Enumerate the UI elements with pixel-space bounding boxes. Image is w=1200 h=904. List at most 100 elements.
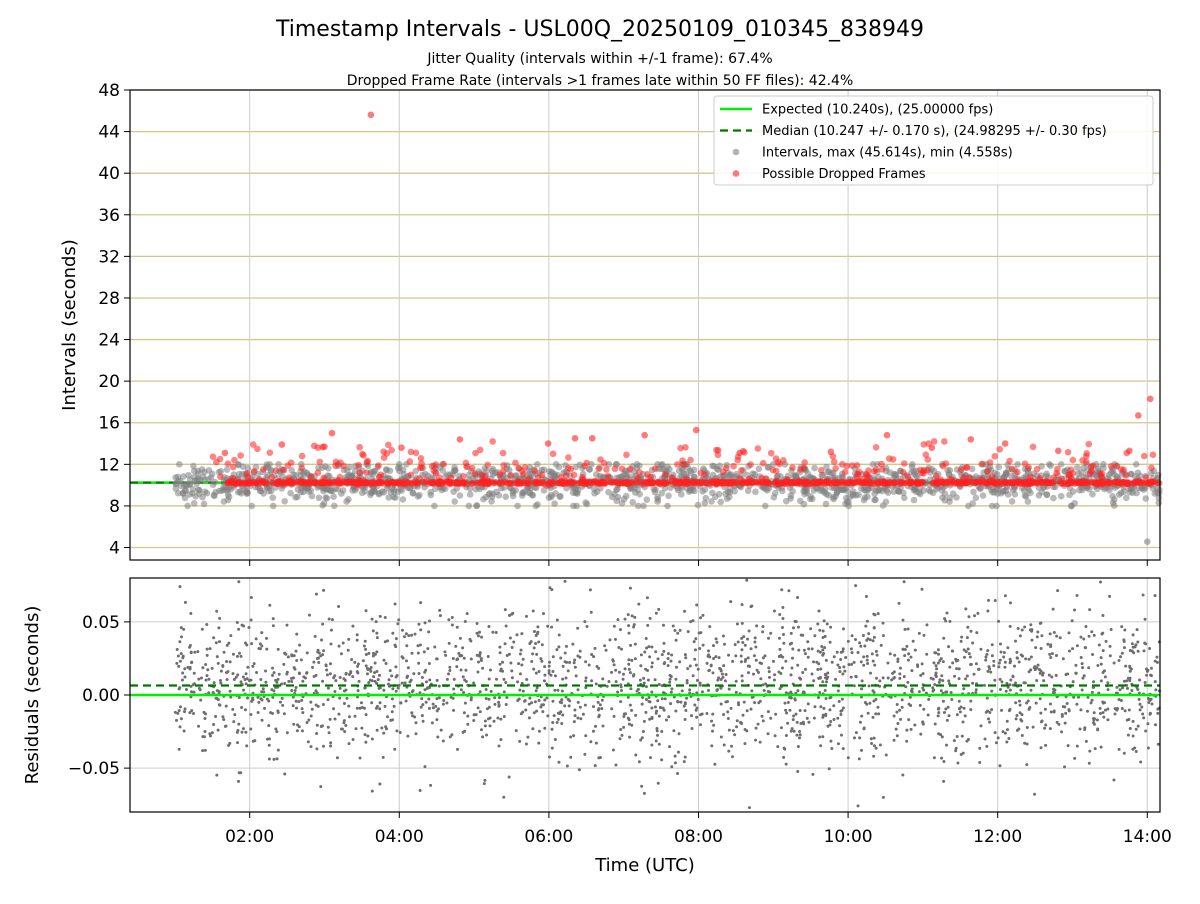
residual-point (495, 631, 498, 634)
residual-point (568, 661, 571, 664)
interval-point (702, 486, 709, 493)
residual-point (720, 703, 723, 706)
dropped-frame-point (908, 479, 915, 486)
residual-point (1096, 728, 1099, 731)
residual-point (357, 663, 360, 666)
interval-point (224, 487, 231, 494)
residual-point (1063, 765, 1066, 768)
residual-point (975, 631, 978, 634)
residual-point (873, 636, 876, 639)
residual-point (867, 712, 870, 715)
residual-point (205, 623, 208, 626)
residual-point (1084, 646, 1087, 649)
intervals-y-tick-label: 36 (98, 206, 120, 226)
dropped-frame-point (460, 473, 467, 480)
interval-point (172, 474, 179, 481)
residual-point (183, 729, 186, 732)
residual-point (950, 698, 953, 701)
residual-point (941, 679, 944, 682)
interval-point (977, 485, 984, 492)
residual-point (1106, 681, 1109, 684)
residual-point (999, 678, 1002, 681)
dropped-frame-point (407, 458, 414, 465)
residual-point (648, 655, 651, 658)
interval-point (883, 487, 890, 494)
residual-point (1004, 732, 1007, 735)
residual-point (178, 640, 181, 643)
residual-point (811, 673, 814, 676)
residual-point (628, 668, 631, 671)
dropped-frame-point (1034, 466, 1041, 473)
interval-point (939, 494, 946, 501)
interval-point (665, 493, 672, 500)
residual-point (954, 749, 957, 752)
residual-point (220, 670, 223, 673)
residual-point (295, 650, 298, 653)
dropped-frame-point (1084, 479, 1091, 486)
residual-point (528, 716, 531, 719)
residual-point (344, 724, 347, 727)
interval-point (844, 488, 851, 495)
dropped-frame-point (1099, 470, 1106, 477)
residual-point (1124, 665, 1127, 668)
residual-point (597, 756, 600, 759)
interval-point (861, 497, 868, 504)
residual-point (814, 705, 817, 708)
residual-point (211, 731, 214, 734)
dropped-frame-point (876, 480, 883, 487)
residual-point (1107, 688, 1110, 691)
dropped-frame-point (305, 479, 312, 486)
residual-point (1000, 680, 1003, 683)
interval-point (621, 496, 628, 503)
residual-point (308, 614, 311, 617)
residual-point (759, 677, 762, 680)
residual-point (1098, 644, 1101, 647)
residual-point (1106, 718, 1109, 721)
residual-point (551, 747, 554, 750)
residual-point (1027, 708, 1030, 711)
interval-point (825, 492, 832, 499)
residual-point (947, 679, 950, 682)
residual-point (759, 741, 762, 744)
dropped-frame-point (479, 472, 486, 479)
residual-point (528, 703, 531, 706)
residual-point (1147, 697, 1150, 700)
residual-point (515, 633, 518, 636)
dropped-frame-point (260, 466, 267, 473)
residual-point (470, 698, 473, 701)
dropped-frame-point-outlier (329, 430, 336, 437)
residual-point (1046, 643, 1049, 646)
residual-point (822, 636, 825, 639)
residual-point (460, 654, 463, 657)
interval-point (1109, 493, 1116, 500)
dropped-frame-point-outlier (693, 427, 700, 434)
residual-point (574, 666, 577, 669)
interval-point (751, 471, 758, 478)
residual-point (1017, 627, 1020, 630)
residual-point (628, 718, 631, 721)
residual-point (1019, 634, 1022, 637)
residual-point (360, 701, 363, 704)
residual-point (334, 718, 337, 721)
residual-point (997, 736, 1000, 739)
residual-point (366, 735, 369, 738)
residual-point (546, 714, 549, 717)
residual-point (240, 655, 243, 658)
residual-point (768, 676, 771, 679)
residual-point (317, 649, 320, 652)
residual-point (978, 761, 981, 764)
residual-point (670, 653, 673, 656)
residual-point (238, 696, 241, 699)
residual-point (864, 701, 867, 704)
residual-point (627, 613, 630, 616)
residual-point (298, 644, 301, 647)
interval-point (933, 486, 940, 493)
residual-point (734, 654, 737, 657)
residual-point (376, 705, 379, 708)
dropped-frame-point (865, 473, 872, 480)
dropped-frame-point (987, 459, 994, 466)
residual-point (1049, 632, 1052, 635)
residual-point (1112, 779, 1115, 782)
residual-point (295, 633, 298, 636)
residual-point (907, 659, 910, 662)
